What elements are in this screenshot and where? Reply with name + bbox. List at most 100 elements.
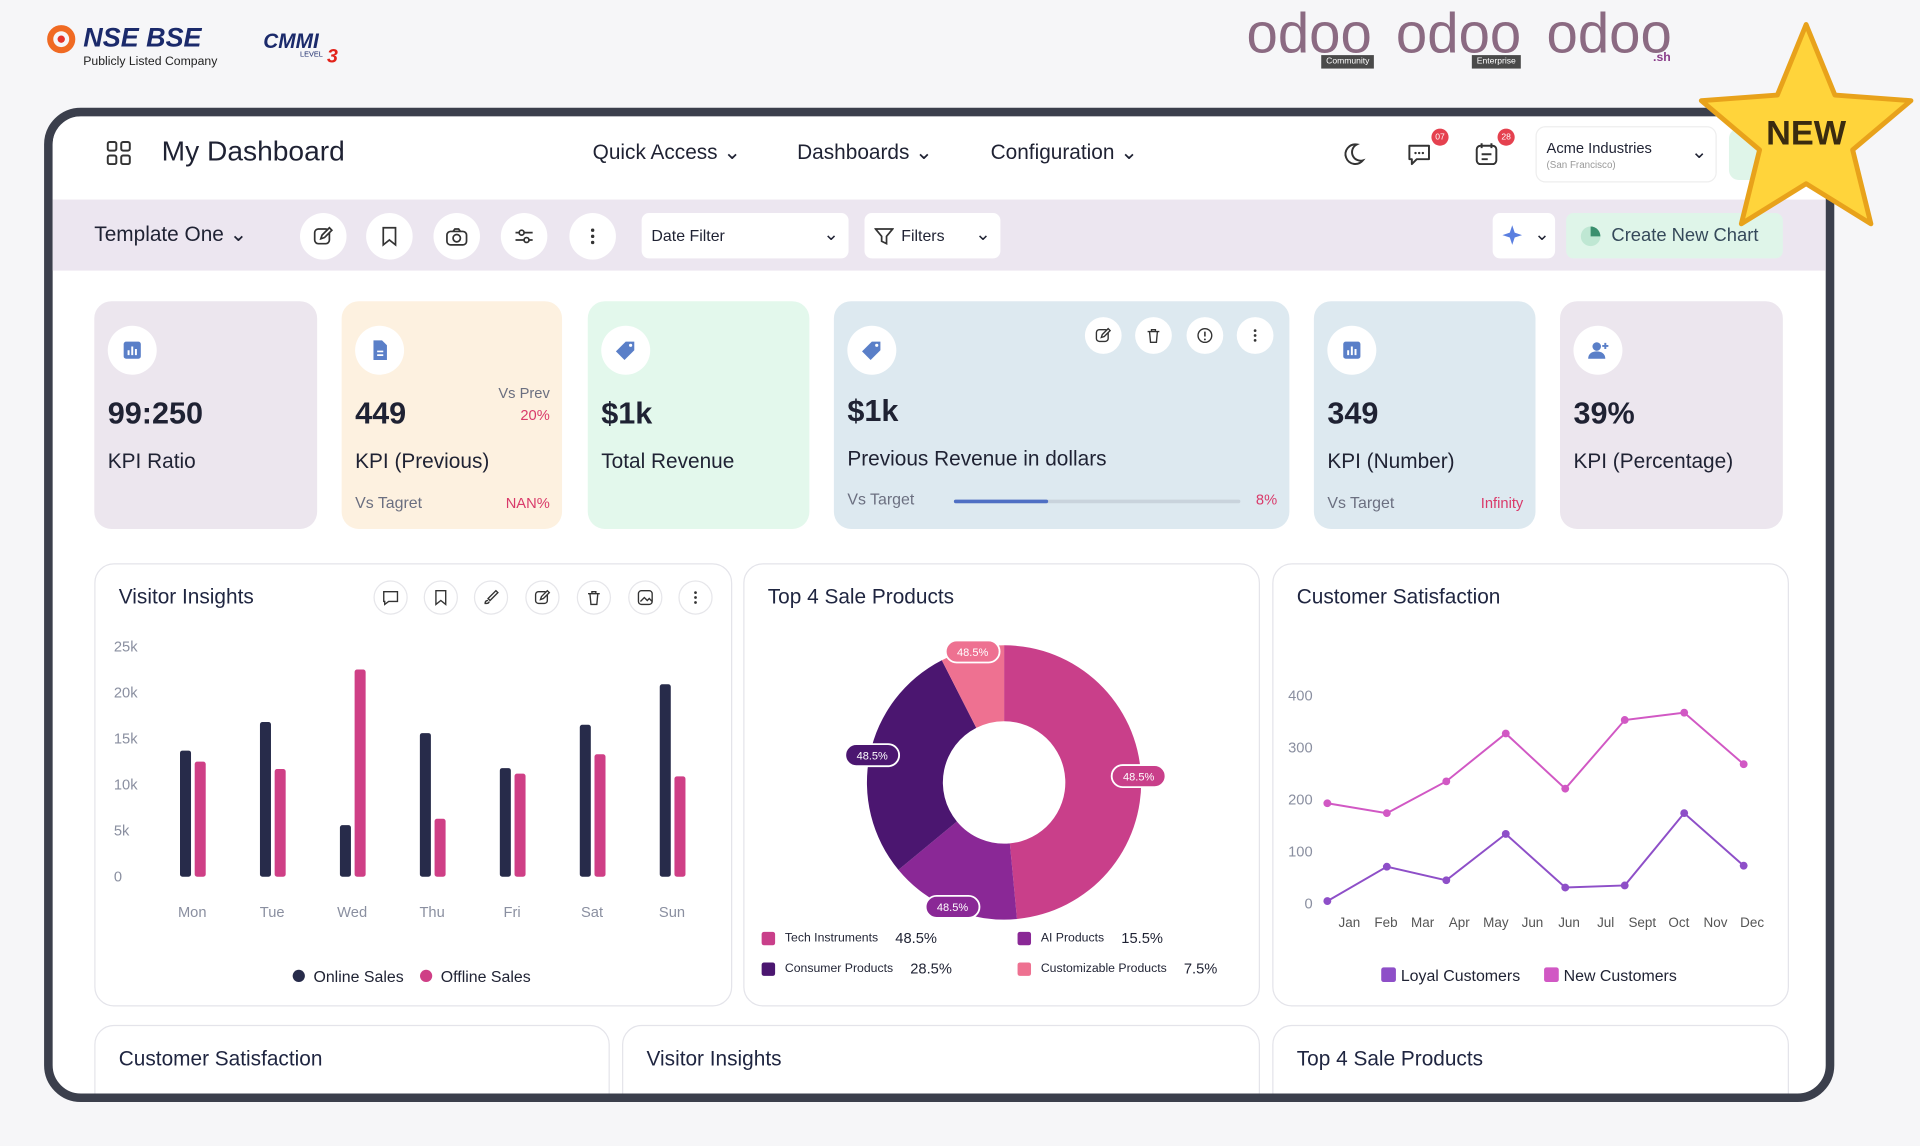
icon-glyph [383,590,399,606]
chart-action[interactable] [423,580,458,615]
kpi-icon [601,325,651,375]
line-point [1680,708,1689,717]
kpi-icon [1573,325,1623,375]
slice-badge [1110,764,1167,789]
kpi-value: 349 [1327,396,1379,432]
legend-value: 48.5% [895,929,937,947]
menu-label: Quick Access [592,140,718,165]
toolbar-button[interactable] [366,213,413,260]
icon-glyph [694,591,697,604]
template-select[interactable]: Template One ⌄ [94,222,248,247]
apps-icon[interactable] [106,141,131,166]
calendar-icon[interactable] [1473,141,1500,168]
donut-slice [866,660,977,870]
kpi-card[interactable]: 349 KPI (Number) Vs Target Infinity [1313,301,1536,529]
line-point [1620,881,1629,890]
kpi-compare: Vs Prev [498,384,550,402]
star [1698,22,1914,227]
kpi-card[interactable]: 39% KPI (Percentage) [1560,301,1783,529]
kpi-card[interactable]: $1k Previous Revenue in dollars Vs Targe… [833,301,1290,529]
bar [194,761,206,877]
menu-quick-access[interactable]: Quick Access ⌄ [592,140,741,165]
chart-action[interactable] [576,580,612,615]
bar [594,754,606,877]
legend-swatch [761,961,776,976]
kpi-icon [355,325,405,375]
bar [180,750,192,877]
odoo-tag: Enterprise [1471,55,1521,69]
x-tick-label: Apr [1449,915,1470,930]
legend-swatch [420,969,433,983]
icon-glyph [1197,327,1213,344]
legend-swatch [292,969,305,983]
theme-toggle[interactable] [1340,141,1367,168]
company-switcher[interactable]: Acme Industries (San Francisco) ⌄ [1535,126,1717,183]
company-name: Acme Industries [1546,139,1652,157]
x-tick-label: Sun [659,905,685,921]
icon-glyph [515,229,533,244]
x-tick-label: Jun [1558,915,1580,930]
donut-slice [898,821,1017,920]
toolbar-button[interactable] [500,213,548,260]
legend-item: Customizable Products 7.5% [1017,960,1217,977]
menu-configuration[interactable]: Configuration ⌄ [990,140,1138,165]
kpi-compare-value: 20% [520,406,550,424]
chart-action[interactable] [628,580,663,615]
chevron: ⌄ [1534,224,1550,245]
line-chart: 0 100 200 300 400 Jan Feb Mar Apr May Jun Jun Jul Sep… [1288,688,1764,984]
legend-swatch [761,931,776,945]
kpi-card[interactable]: 99:250 KPI Ratio [94,301,318,529]
kpi-label: KPI Ratio [107,449,196,473]
toolbar-button[interactable] [433,213,481,260]
progress-track [953,499,1241,504]
chart-action[interactable] [678,580,713,615]
ai-button[interactable]: ⌄ [1492,213,1556,259]
kpi-label: Total Revenue [601,449,735,473]
y-tick-label: 15k [114,732,138,748]
legend-item: Consumer Products 28.5% [761,960,952,978]
card-title: Customer Satisfaction [118,1046,323,1071]
chart-action[interactable] [525,580,560,615]
date-filter-label: Date Filter [651,226,725,245]
y-tick-label: 5k [114,824,130,840]
kpi-target: Vs Tagret [355,493,423,512]
menu-dashboards[interactable]: Dashboards ⌄ [797,140,933,165]
kpi-value: $1k [601,396,653,432]
chart-icon [1580,226,1601,247]
delete-button[interactable] [1135,317,1172,354]
kpi-card[interactable]: $1k Total Revenue [587,301,810,529]
chat-icon[interactable] [1406,141,1433,168]
create-chart-button[interactable]: Create New Chart [1566,213,1783,259]
chart-action[interactable] [373,580,408,615]
edit-button[interactable] [1084,317,1122,354]
toolbar-button[interactable] [300,213,347,260]
kpi-label: KPI (Number) [1327,449,1455,473]
template-label: Template One [94,222,224,247]
bar [499,768,511,877]
icon-glyph [1147,328,1160,344]
info-button[interactable] [1186,317,1224,354]
line-point [1382,809,1391,818]
legend-swatch [1381,967,1396,983]
filters[interactable]: Filters ⌄ [864,213,1001,259]
y-tick-label: 0 [1304,897,1312,913]
chart-action[interactable] [473,580,509,615]
kpi-card[interactable]: Vs Prev 20% 449 KPI (Previous) Vs Tagret… [341,301,563,529]
kpi-value: 99:250 [107,396,204,432]
menu-label: Configuration [990,140,1115,165]
toolbar-button[interactable] [569,213,616,260]
date-filter[interactable]: Date Filter ⌄ [641,213,849,259]
filters-label: Filters [901,226,945,245]
odoo-logo: odoo [1246,1,1372,65]
bar [419,733,431,877]
line-point [1442,876,1451,885]
top-products-card: 48.5% 48.5% 48.5% 48.5% Top 4 Sale Products… [743,563,1261,1007]
kpi-target-value: Infinity [1480,494,1524,512]
visitor-insights-card: 0 5k 10k 15k 20k 25k Mon Tue Wed Thu Fri Sat Sun Onli… [94,563,733,1007]
more-button[interactable] [1236,317,1274,354]
kpi-target: Vs Target [847,489,915,509]
legend-value: 28.5% [910,960,952,978]
icon-glyph [637,590,653,606]
